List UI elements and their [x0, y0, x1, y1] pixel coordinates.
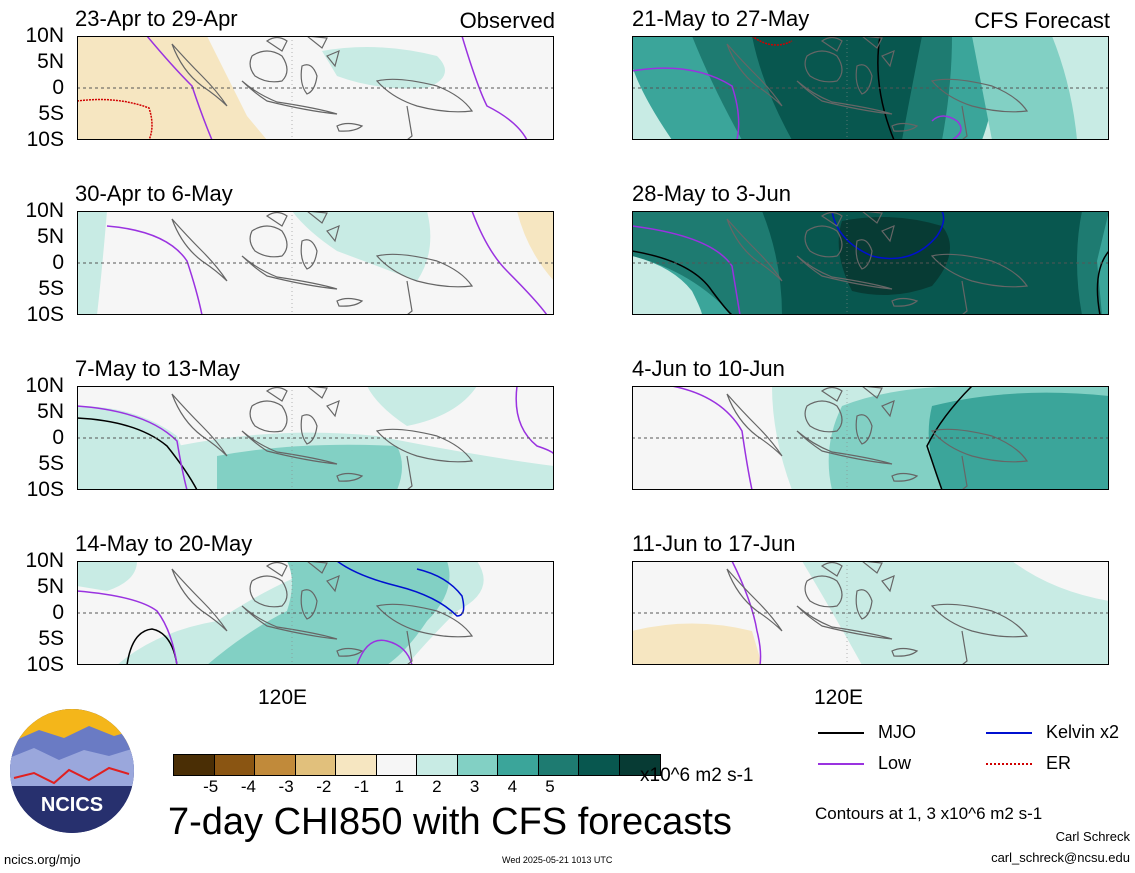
panel-title: 28-May to 3-Jun [632, 181, 791, 206]
lat-label: 5S [38, 277, 64, 300]
contour-note: Contours at 1, 3 x10^6 m2 s-1 [815, 804, 1043, 823]
lat-label: 10S [26, 478, 64, 501]
chi-map [77, 36, 554, 140]
legend-line [818, 762, 864, 765]
map-panel [77, 211, 554, 315]
colorbar-swatch [255, 755, 296, 775]
lat-label: 5S [38, 627, 64, 650]
map-panel [632, 211, 1109, 315]
colorbar [173, 754, 661, 776]
panel-title: 4-Jun to 10-Jun [632, 356, 785, 381]
legend-low: Low [818, 753, 911, 774]
panel-title: 7-May to 13-May [75, 356, 241, 381]
logo-text: NCICS [41, 794, 103, 816]
lat-label: 5S [38, 102, 64, 125]
colorbar-tick: -2 [316, 777, 332, 796]
chi-map [632, 211, 1109, 315]
map-panel [77, 36, 554, 140]
legend-kelvin: Kelvin x2 [986, 722, 1119, 743]
colorbar-swatch [538, 755, 579, 775]
timestamp: Wed 2025-05-21 1013 UTC [502, 855, 613, 865]
lat-label: 10N [25, 24, 64, 47]
legend-line [818, 731, 864, 734]
colorbar-tick: -1 [353, 777, 370, 796]
lat-label: 5N [37, 575, 64, 598]
source-url: ncics.org/mjo [4, 852, 81, 867]
colorbar-tick: -3 [278, 777, 294, 796]
legend-label: Low [878, 753, 912, 773]
colorbar-tick: 3 [469, 777, 480, 796]
lat-label: 10N [25, 199, 64, 222]
author: Carl Schreck [1055, 829, 1130, 844]
map-panel [77, 386, 554, 490]
colorbar-units: x10^6 m2 s-1 [640, 765, 754, 786]
lat-label: 10S [26, 653, 64, 676]
lat-label: 10S [26, 128, 64, 151]
lat-label: 5N [37, 225, 64, 248]
colorbar-tick: 1 [394, 777, 404, 796]
panel-tag: Observed [459, 8, 555, 33]
colorbar-swatch [619, 755, 660, 775]
lat-label: 10S [26, 303, 64, 326]
ncics-logo: NCICS [9, 708, 135, 834]
legend-line [986, 762, 1032, 765]
colorbar-tick: -4 [240, 777, 256, 796]
lon-label-left: 120E [258, 686, 308, 709]
legend-er: ER [986, 753, 1071, 774]
legend-mjo: MJO [818, 722, 916, 743]
lat-label: 5S [38, 452, 64, 475]
colorbar-swatch [417, 755, 458, 775]
lat-label: 5N [37, 50, 64, 73]
panel-tag: CFS Forecast [974, 8, 1110, 33]
lat-label: 10N [25, 549, 64, 572]
colorbar-swatch [214, 755, 255, 775]
map-panel [632, 386, 1109, 490]
lon-label-right: 120E [814, 686, 864, 709]
lat-label: 0 [52, 601, 64, 624]
chi-map [77, 386, 554, 490]
colorbar-tick: 2 [432, 777, 442, 796]
panel-title: 23-Apr to 29-Apr [75, 6, 238, 31]
panel-title: 14-May to 20-May [75, 531, 253, 556]
author-email: carl_schreck@ncsu.edu [991, 850, 1130, 865]
colorbar-swatch [579, 755, 620, 775]
colorbar-swatch [457, 755, 498, 775]
legend-label: MJO [878, 722, 916, 742]
colorbar-tick: 4 [507, 777, 518, 796]
panel-title: 21-May to 27-May [632, 6, 810, 31]
lat-label: 0 [52, 426, 64, 449]
chi-map [632, 36, 1109, 140]
colorbar-swatch [336, 755, 377, 775]
lat-label: 0 [52, 76, 64, 99]
legend-line [986, 731, 1032, 734]
colorbar-tick: 5 [545, 777, 555, 796]
chi-map [77, 211, 554, 315]
map-panel [77, 561, 554, 665]
chi-map [632, 386, 1109, 490]
map-panel [632, 561, 1109, 665]
colorbar-swatch [295, 755, 336, 775]
colorbar-tick: -5 [203, 777, 219, 796]
colorbar-swatch [174, 755, 215, 775]
lat-label: 0 [52, 251, 64, 274]
chi-map [632, 561, 1109, 665]
panel-title: 30-Apr to 6-May [75, 181, 233, 206]
colorbar-swatch [498, 755, 539, 775]
legend-label: Kelvin x2 [1046, 722, 1120, 742]
chi-map [77, 561, 554, 665]
colorbar-swatch [376, 755, 417, 775]
lat-label: 10N [25, 374, 64, 397]
panel-title: 11-Jun to 17-Jun [632, 531, 796, 556]
lat-label: 5N [37, 400, 64, 423]
main-title: 7-day CHI850 with CFS forecasts [168, 801, 732, 843]
map-panel [632, 36, 1109, 140]
legend-label: ER [1046, 753, 1072, 773]
